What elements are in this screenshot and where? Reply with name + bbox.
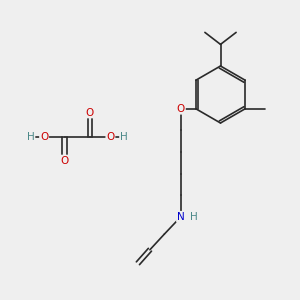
Text: O: O <box>60 155 69 166</box>
Text: H: H <box>120 131 128 142</box>
Text: H: H <box>190 212 197 222</box>
Text: O: O <box>86 107 94 118</box>
Text: N: N <box>177 212 185 222</box>
Text: O: O <box>106 131 115 142</box>
Text: H: H <box>27 131 34 142</box>
Text: O: O <box>40 131 48 142</box>
Text: O: O <box>177 104 185 114</box>
